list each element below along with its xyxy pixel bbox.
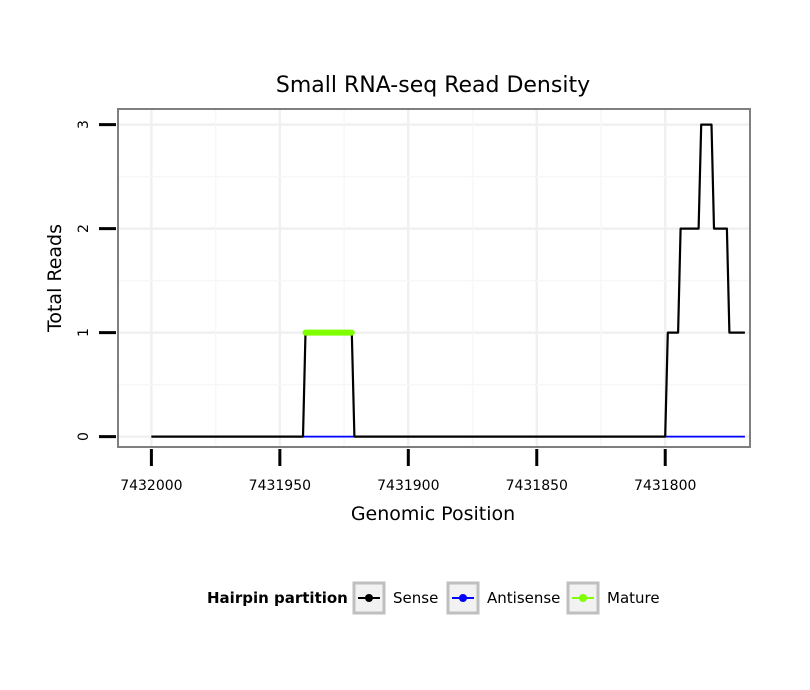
grid-minor <box>118 109 750 447</box>
y-tick-label: 1 <box>76 328 92 337</box>
x-axis-title: Genomic Position <box>351 503 515 525</box>
x-tick-label: 7431800 <box>634 478 696 494</box>
legend: Hairpin partition Sense Antisense Mature <box>207 581 660 615</box>
y-tick-label: 2 <box>76 224 92 233</box>
x-axis: 7432000 7431950 7431900 7431850 7431800 <box>120 449 696 494</box>
y-axis: 0 1 2 3 <box>76 120 116 441</box>
chart-title: Small RNA-seq Read Density <box>276 73 590 98</box>
legend-key-dot <box>579 594 587 602</box>
legend-title: Hairpin partition <box>207 589 348 607</box>
y-tick-label: 0 <box>76 432 92 441</box>
legend-label-mature: Mature <box>607 589 660 607</box>
legend-label-antisense: Antisense <box>487 589 560 607</box>
plot-panel-border <box>117 108 751 448</box>
y-tick-label: 3 <box>76 120 92 129</box>
x-tick-label: 7431900 <box>377 478 439 494</box>
series-layer <box>151 123 745 438</box>
legend-key-dot <box>365 594 373 602</box>
x-tick-label: 7432000 <box>120 478 182 494</box>
legend-key-dot <box>459 594 467 602</box>
x-tick-label: 7431850 <box>506 478 568 494</box>
x-tick-label: 7431950 <box>249 478 311 494</box>
y-axis-title: Total Reads <box>44 224 66 333</box>
legend-label-sense: Sense <box>393 589 438 607</box>
